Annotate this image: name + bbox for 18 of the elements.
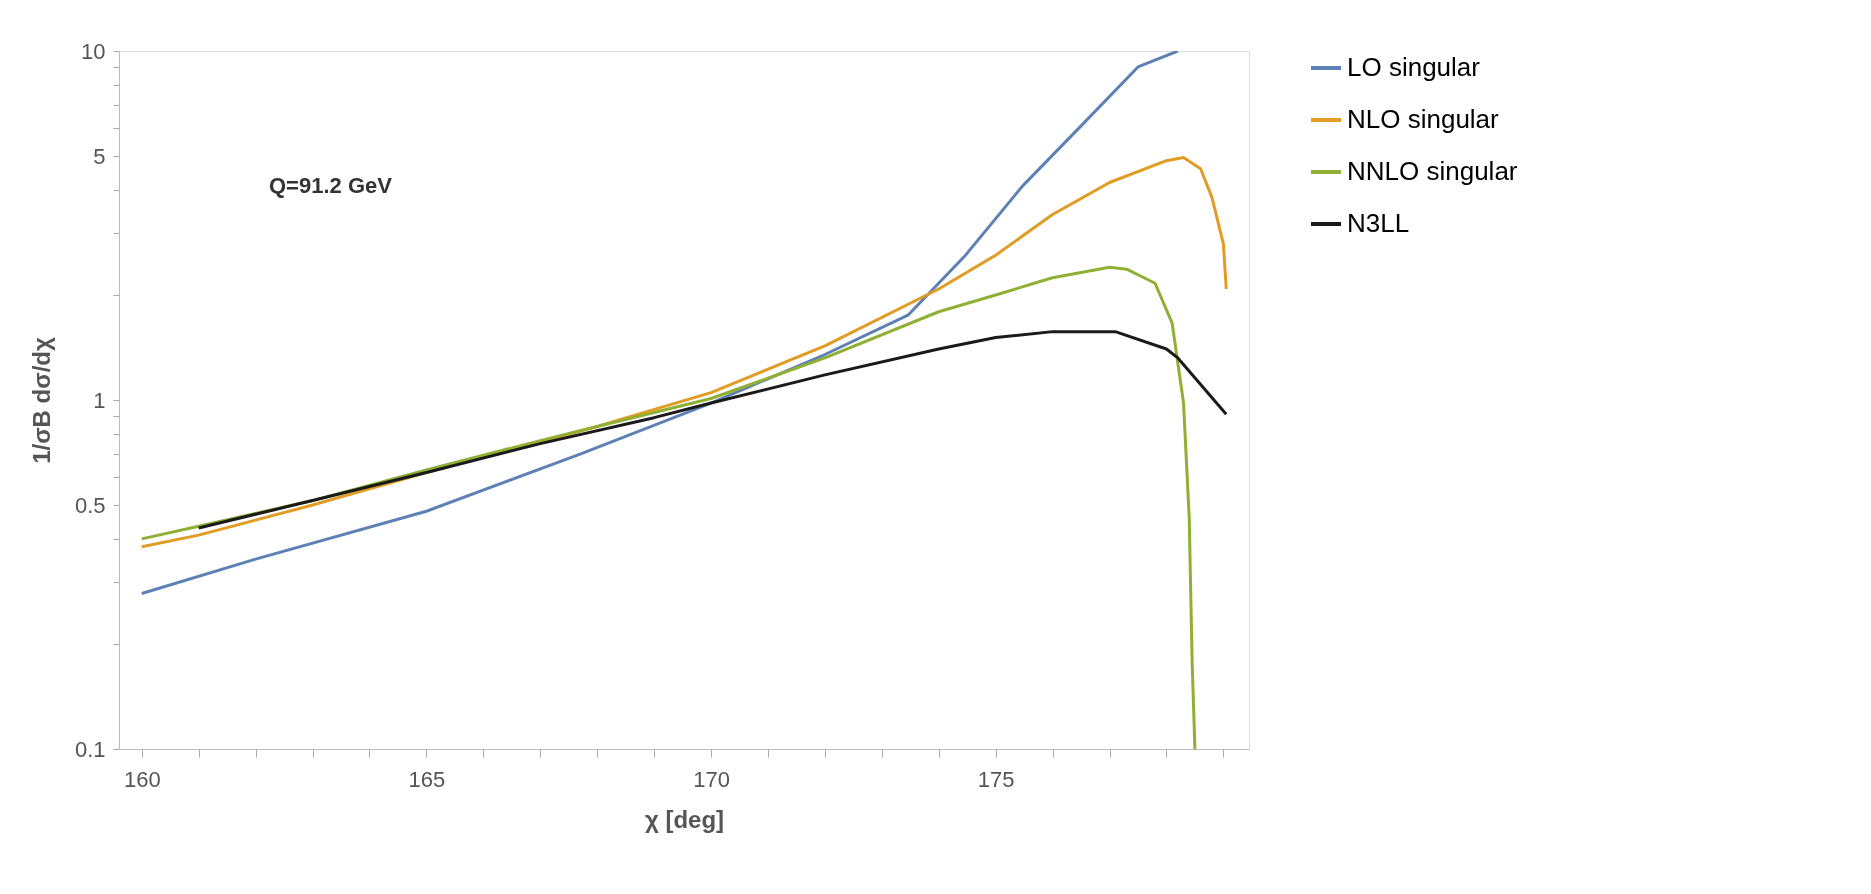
x-tick-label: 165 (408, 766, 446, 792)
y-tick-label: 10 (81, 38, 106, 64)
x-tick-label: 175 (977, 766, 1015, 792)
y-tick-label: 5 (93, 143, 106, 169)
y-tick-label: 0.5 (74, 492, 106, 518)
x-tick-label: 170 (693, 766, 730, 792)
annotation: Q=91.2 GeV (269, 173, 393, 198)
y-axis-title: 1/σB dσ/dχ (27, 336, 55, 464)
y-tick-label: 0.1 (74, 736, 106, 762)
x-tick-label: 160 (123, 766, 161, 792)
legend-label: NLO singular (1347, 104, 1500, 134)
legend-label: LO singular (1347, 52, 1481, 82)
line-series (140, 51, 1180, 595)
x-axis-title: χ [deg] (644, 805, 725, 833)
legend-label: N3LL (1347, 208, 1410, 238)
legend-label: NNLO singular (1347, 156, 1518, 186)
y-tick-label: 1 (93, 387, 106, 413)
line-series (197, 330, 1228, 530)
